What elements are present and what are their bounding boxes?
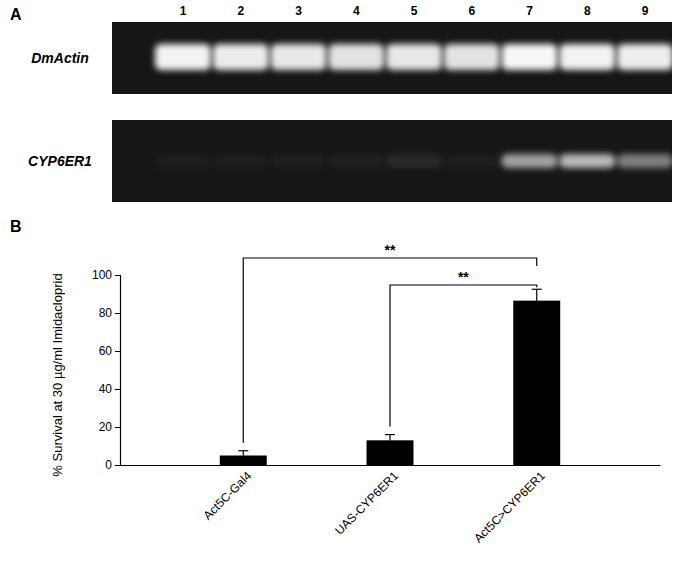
row-label: DmActin	[31, 50, 89, 66]
bar	[513, 301, 560, 465]
gel-band	[559, 154, 615, 168]
panel-label: A	[10, 6, 22, 23]
bar	[367, 440, 414, 465]
gel-band	[271, 154, 327, 168]
y-tick-label: 40	[99, 382, 113, 396]
bar	[220, 456, 267, 466]
significance-bracket	[390, 285, 537, 427]
x-tick-label: Act5C-Gal4	[201, 469, 255, 523]
gel-band	[502, 154, 558, 168]
x-axis-line	[121, 465, 661, 466]
y-axis: 0 20 40 60 80 100	[92, 268, 121, 472]
x-tick: UAS-CYP6ER1	[332, 465, 401, 538]
error-bar	[385, 435, 395, 441]
y-tick-mark	[115, 275, 120, 276]
y-tick: 20	[99, 420, 120, 434]
gel-band	[559, 44, 615, 70]
significance-bracket	[243, 258, 536, 443]
gel-band	[213, 44, 269, 70]
panel-label: B	[10, 218, 22, 235]
y-tick-mark	[115, 427, 120, 428]
error-bar-stem	[536, 289, 537, 300]
significance-label: **	[385, 242, 396, 258]
lane-label: 2	[237, 4, 244, 18]
y-tick: 40	[99, 382, 120, 396]
x-tick: Act5C-Gal4	[201, 465, 255, 522]
x-tick-label: UAS-CYP6ER1	[332, 469, 401, 538]
lane-label: 9	[642, 4, 649, 18]
gel-band	[155, 44, 211, 70]
y-tick: 0	[105, 458, 120, 472]
gel-band	[386, 154, 442, 168]
lane-label: 6	[468, 4, 475, 18]
gel-band	[617, 44, 673, 70]
y-tick-label: 0	[105, 458, 112, 472]
gel-band	[444, 154, 500, 168]
y-tick: 80	[99, 306, 120, 320]
y-tick-mark	[115, 389, 120, 390]
gel-band	[213, 154, 269, 168]
error-bar-cap	[532, 289, 542, 290]
y-axis-line	[115, 276, 121, 466]
gel-band	[328, 154, 384, 168]
y-tick-label: 80	[99, 306, 113, 320]
error-bar-stem	[243, 451, 244, 456]
figure: A B 1 2 3 4 5 6 7 8 9 DmActin CYP6ER1 0 20 40 60 80 100 Act…	[0, 0, 675, 575]
y-tick-label: 100	[92, 268, 112, 282]
y-tick-mark	[115, 313, 120, 314]
error-bar-stem	[389, 435, 390, 441]
lane-label: 3	[295, 4, 302, 18]
gel-strip	[112, 22, 672, 94]
x-tick-label: Act5C>CYP6ER1	[471, 469, 548, 546]
gel-band	[617, 154, 673, 168]
error-bar	[238, 451, 248, 456]
significance-label: **	[458, 269, 469, 285]
x-tick: Act5C>CYP6ER1	[471, 465, 548, 545]
row-label: CYP6ER1	[28, 153, 92, 169]
lane-label: 5	[411, 4, 418, 18]
y-tick-mark	[115, 351, 120, 352]
gel-strip	[112, 120, 672, 202]
error-bar	[532, 289, 542, 300]
gel-band	[502, 44, 558, 70]
lane-label: 4	[353, 4, 360, 18]
gel-band	[328, 44, 384, 70]
x-axis: Act5C-Gal4 UAS-CYP6ER1 Act5C>CYP6ER1	[121, 465, 661, 545]
gel-band	[155, 154, 211, 168]
y-tick-label: 60	[99, 344, 113, 358]
y-tick-mark	[115, 465, 120, 466]
lane-label: 8	[584, 4, 591, 18]
gel-band	[271, 44, 327, 70]
lane-label: 1	[180, 4, 187, 18]
gel-band	[444, 44, 500, 70]
gel-band	[386, 44, 442, 70]
error-bar-cap	[385, 434, 395, 435]
y-tick-label: 20	[99, 420, 113, 434]
error-bar-cap	[238, 450, 248, 451]
y-tick: 100	[92, 268, 120, 282]
y-axis-title: % Survival at 30 µg/ml Imidacloprid	[50, 273, 65, 476]
lane-label: 7	[526, 4, 533, 18]
y-tick: 60	[99, 344, 120, 358]
